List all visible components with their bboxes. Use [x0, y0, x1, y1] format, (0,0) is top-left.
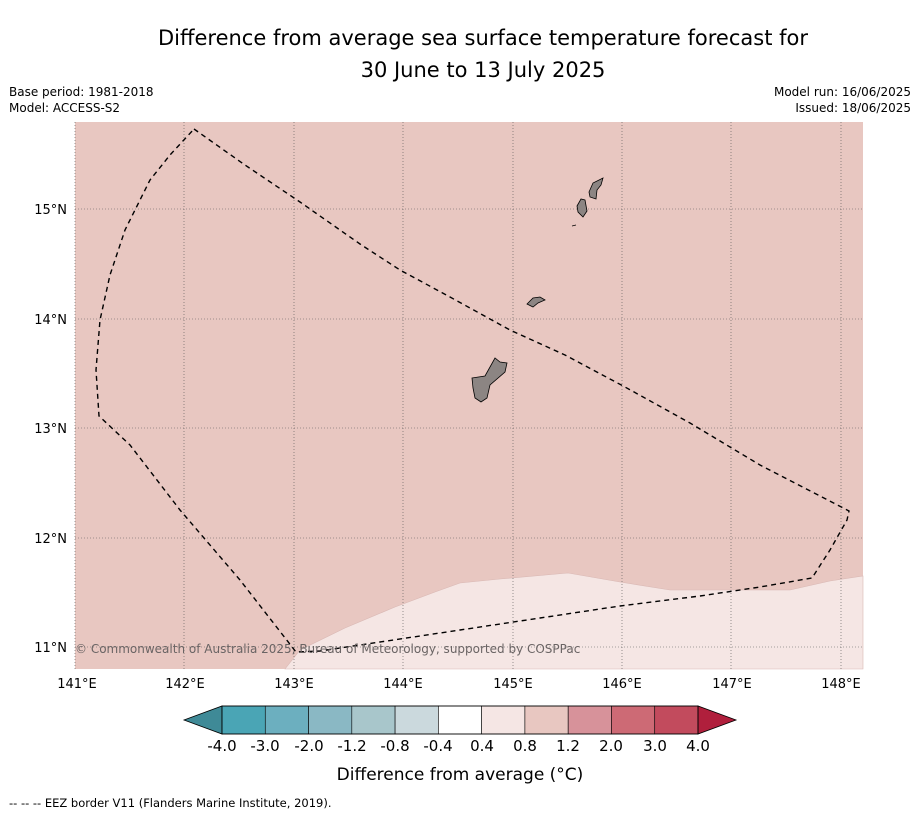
island-guam [471, 357, 508, 403]
colorbar-cell [524, 705, 569, 735]
model-name: Model: ACCESS-S2 [9, 101, 121, 115]
colorbar-cell [264, 705, 309, 735]
colorbar-tick: 1.2 [556, 737, 580, 755]
colorbar-tick: 0.4 [470, 737, 494, 755]
colorbar-tick: -3.0 [250, 737, 279, 755]
colorbar-tick: 3.0 [643, 737, 667, 755]
island-tinian [576, 198, 588, 218]
colorbar-tick: -0.4 [423, 737, 452, 755]
y-tick-label: 13°N [34, 422, 67, 437]
x-tick-label: 147°E [712, 677, 752, 692]
base-period: Base period: 1981-2018 [9, 85, 154, 99]
colorbar-cell [221, 705, 266, 735]
metadata-left: Base period: 1981-2018 Model: ACCESS-S2 [9, 84, 154, 116]
x-tick-label: 148°E [821, 677, 861, 692]
landmasses [471, 177, 604, 403]
y-axis-labels: 15°N 14°N 13°N 12°N 11°N [34, 203, 67, 656]
y-tick-label: 14°N [34, 313, 67, 328]
colorbar-over-arrow [697, 705, 738, 735]
metadata-right: Model run: 16/06/2025 Issued: 18/06/2025 [774, 84, 911, 116]
colorbar-cell [567, 705, 612, 735]
model-run: Model run: 16/06/2025 [773, 85, 911, 99]
colorbar-tick: -0.8 [380, 737, 409, 755]
y-tick-label: 11°N [34, 641, 67, 656]
issued-date: Issued: 18/06/2025 [795, 101, 911, 115]
colorbar-tick: -2.0 [294, 737, 323, 755]
map-title: Difference from average sea surface temp… [60, 22, 906, 86]
island-aguijan [571, 224, 577, 227]
colorbar-cell [654, 705, 699, 735]
colorbar [182, 705, 738, 735]
y-tick-label: 15°N [34, 203, 67, 218]
colorbar-cell [481, 705, 526, 735]
island-rota [526, 296, 546, 308]
colorbar-tick-labels: -4.0 -3.0 -2.0 -1.2 -0.8 -0.4 0.4 0.8 1.… [207, 737, 710, 755]
colorbar-label: Difference from average (°C) [337, 765, 584, 785]
title-line-2: 30 June to 13 July 2025 [360, 58, 606, 82]
colorbar-tick: 0.8 [513, 737, 537, 755]
colorbar-tick: 2.0 [599, 737, 623, 755]
anomaly-region-0-4-0-8 [284, 572, 864, 670]
anomaly-region-0-8-1-2 [75, 122, 863, 669]
colorbar-cell [438, 705, 482, 735]
x-tick-label: 144°E [383, 677, 423, 692]
colorbar-under-arrow [182, 705, 223, 735]
colorbar-tick: -1.2 [337, 737, 366, 755]
copyright-notice: © Commonwealth of Australia 2025, Bureau… [75, 642, 580, 656]
x-tick-label: 146°E [602, 677, 642, 692]
colorbar-cells [221, 705, 699, 735]
colorbar-cell [611, 705, 656, 735]
colorbar-cell [394, 705, 439, 735]
colorbar-cell [308, 705, 353, 735]
y-tick-label: 12°N [34, 532, 67, 547]
eez-border [95, 128, 850, 653]
x-tick-label: 141°E [57, 677, 97, 692]
colorbar-cell [351, 705, 396, 735]
colorbar-frame [221, 705, 699, 735]
colorbar-tick: -4.0 [207, 737, 236, 755]
eez-legend-footnote: -- -- -- EEZ border V11 (Flanders Marine… [9, 796, 332, 810]
x-axis-labels: 141°E 142°E 143°E 144°E 145°E 146°E 147°… [57, 677, 861, 692]
island-saipan [588, 177, 604, 200]
x-tick-label: 143°E [274, 677, 314, 692]
colorbar-tick: 4.0 [686, 737, 710, 755]
x-tick-label: 145°E [493, 677, 533, 692]
title-line-1: Difference from average sea surface temp… [158, 26, 808, 50]
x-tick-label: 142°E [165, 677, 205, 692]
gridlines [74, 122, 863, 669]
